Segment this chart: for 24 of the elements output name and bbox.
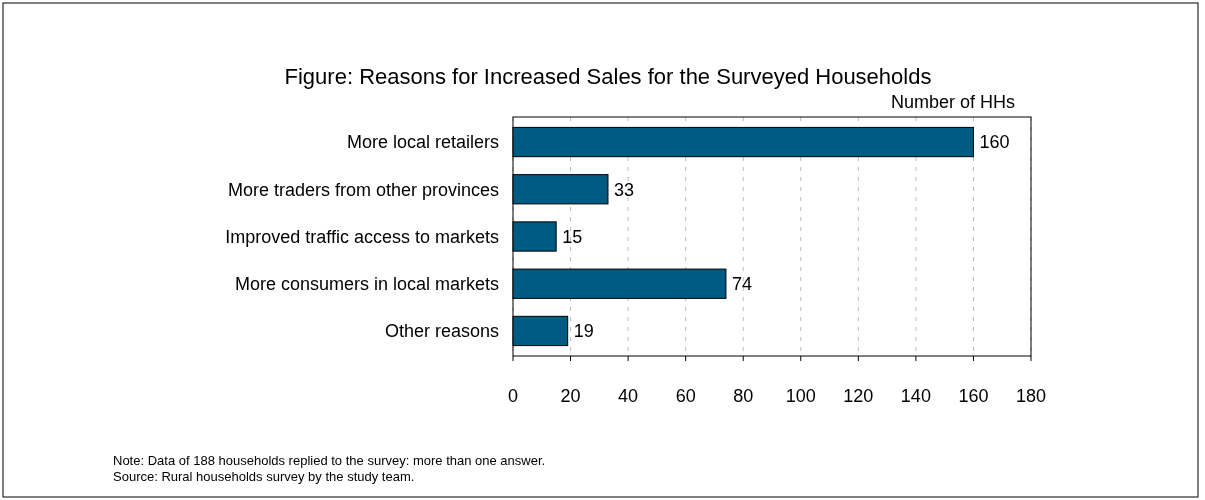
source-note: Source: Rural households survey by the study team. (113, 469, 415, 484)
data-label: 74 (731, 274, 752, 295)
y-tick-label: Improved traffic access to markets (225, 226, 499, 247)
data-label: 160 (979, 132, 1010, 153)
x-tick-label: 80 (733, 386, 754, 406)
x-tick-label: 20 (560, 386, 581, 406)
y-tick-label: More traders from other provinces (227, 179, 499, 200)
y-tick-label: Other reasons (384, 321, 499, 342)
data-label: 15 (562, 226, 583, 247)
x-tick-label: 120 (843, 386, 874, 406)
x-tick-label: 140 (900, 386, 931, 406)
x-tick-label: 60 (675, 386, 696, 406)
data-label: 19 (573, 321, 594, 342)
x-tick-label: 100 (785, 386, 816, 406)
chart-title: Figure: Reasons for Increased Sales for the Surveyed Households (284, 64, 932, 89)
x-tick-label: 40 (618, 386, 639, 406)
x-tick-label: 0 (507, 386, 519, 406)
text: Note: Data of 188 households replied to the survey: more than one answer. (113, 453, 546, 468)
y-tick-label: More local retailers (346, 132, 499, 153)
x-tick-label: 160 (958, 386, 989, 406)
y-tick-label: More consumers in local markets (234, 274, 499, 295)
x-axis-title: Number of HHs (890, 92, 1015, 112)
data-label: 33 (613, 179, 634, 200)
x-tick-label: 180 (1015, 386, 1047, 406)
